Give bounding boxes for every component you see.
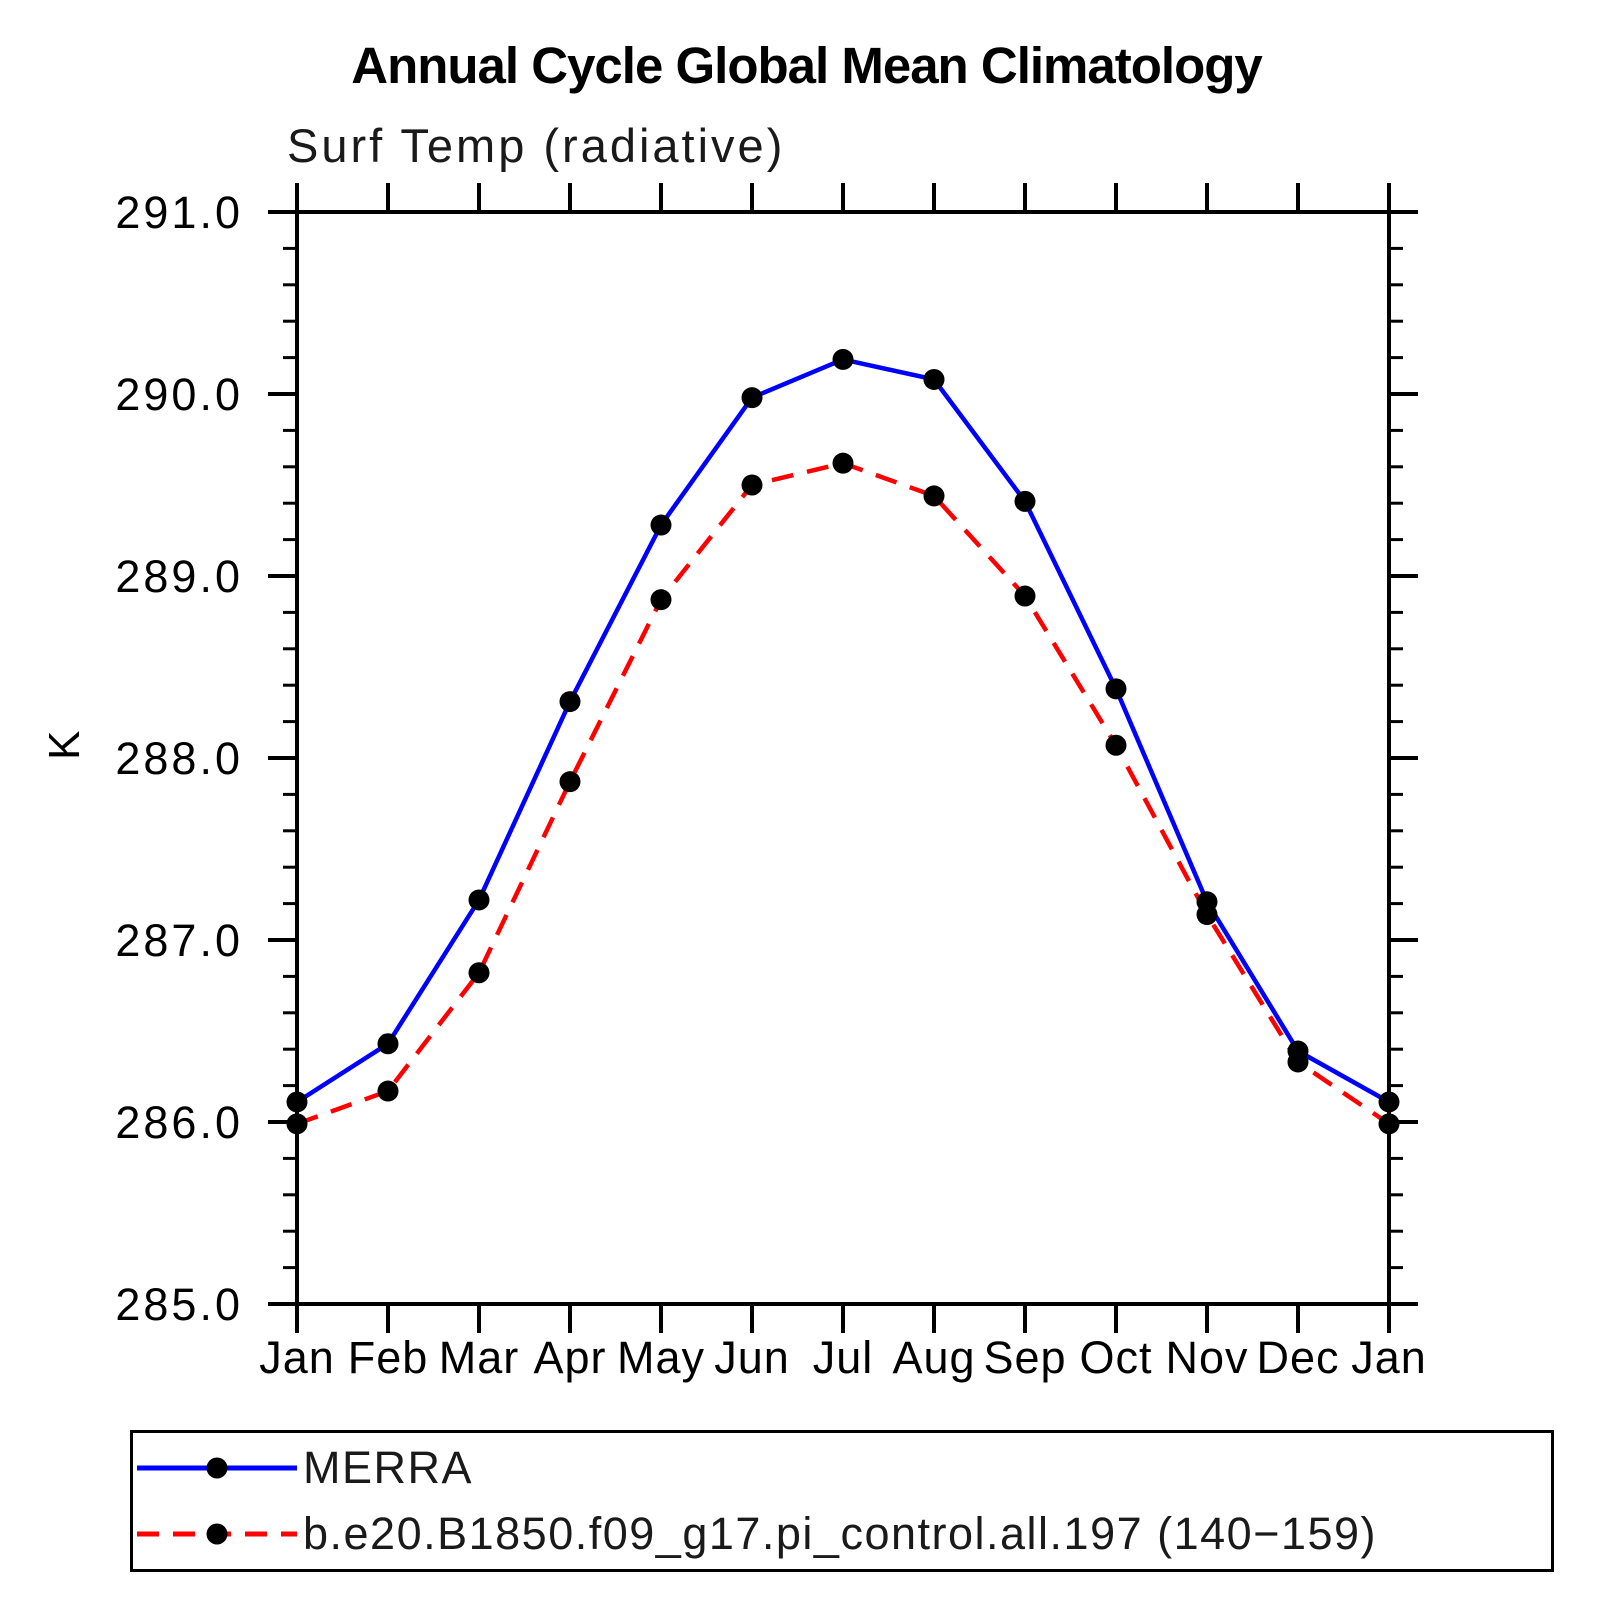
model-data-point-marker [1196,904,1218,926]
merra-data-point-marker [468,889,490,911]
model-data-point-marker [832,452,854,474]
y-tick-label: 290.0 [115,369,243,420]
merra-data-point-marker [923,368,945,390]
legend-swatch-marker [206,1457,228,1479]
x-tick-label: Jan [1351,1332,1427,1383]
y-tick-label: 286.0 [115,1097,243,1148]
x-tick-label: Dec [1256,1332,1339,1383]
merra-data-point-marker [1105,678,1127,700]
chart-title: Annual Cycle Global Mean Climatology [351,37,1263,94]
x-tick-label: Apr [533,1332,606,1383]
merra-data-point-marker [377,1033,399,1055]
model-data-point-marker [468,962,490,984]
model-data-point-marker [559,771,581,793]
series-line-model [296,460,1391,1126]
x-tick-label: Aug [892,1332,975,1383]
legend-box: MERRA b.e20.B1850.f09_g17.pi_control.all… [130,1430,1554,1572]
model-data-point-marker [650,589,672,611]
legend-swatch-marker [206,1523,228,1545]
legend-label-model: b.e20.B1850.f09_g17.pi_control.all.197 (… [303,1508,1378,1559]
merra-data-point-marker [650,514,672,536]
plot-border [295,210,1391,1306]
model-data-point-marker [741,474,763,496]
y-tick-label: 288.0 [115,733,243,784]
x-tick-label: Mar [439,1332,520,1383]
y-tick-label: 287.0 [115,915,243,966]
model-data-point-marker [286,1113,308,1135]
merra-data-point-marker [741,387,763,409]
merra-data-point-marker [286,1091,308,1113]
merra-data-point-marker [1014,490,1036,512]
y-tick-label: 285.0 [115,1279,243,1330]
model-data-point-marker [1287,1051,1309,1073]
legend-label-merra: MERRA [303,1442,474,1493]
merra-data-point-marker [832,348,854,370]
x-tick-label: Jan [259,1332,335,1383]
model-data-point-marker [1378,1113,1400,1135]
model-data-point-marker [1014,585,1036,607]
merra-line-swatch [137,1457,297,1479]
chart-subtitle: Surf Temp (radiative) [287,119,786,172]
x-tick-label: Nov [1165,1332,1248,1383]
x-tick-label: May [617,1332,705,1383]
y-tick-label: 289.0 [115,551,243,602]
x-tick-label: Sep [983,1332,1066,1383]
x-tick-label: Jul [813,1332,874,1383]
x-tick-label: Jun [714,1332,790,1383]
merra-data-point-marker [1378,1091,1400,1113]
model-data-point-marker [377,1080,399,1102]
model-line-swatch [137,1523,297,1545]
legend-row-merra: MERRA [133,1437,1551,1499]
x-tick-label: Feb [348,1332,429,1383]
model-data-point-marker [923,485,945,507]
legend-row-model: b.e20.B1850.f09_g17.pi_control.all.197 (… [133,1503,1551,1565]
x-tick-label: Oct [1079,1332,1152,1383]
model-data-point-marker [1105,734,1127,756]
y-tick-label: 291.0 [115,187,243,238]
merra-data-point-marker [559,691,581,713]
